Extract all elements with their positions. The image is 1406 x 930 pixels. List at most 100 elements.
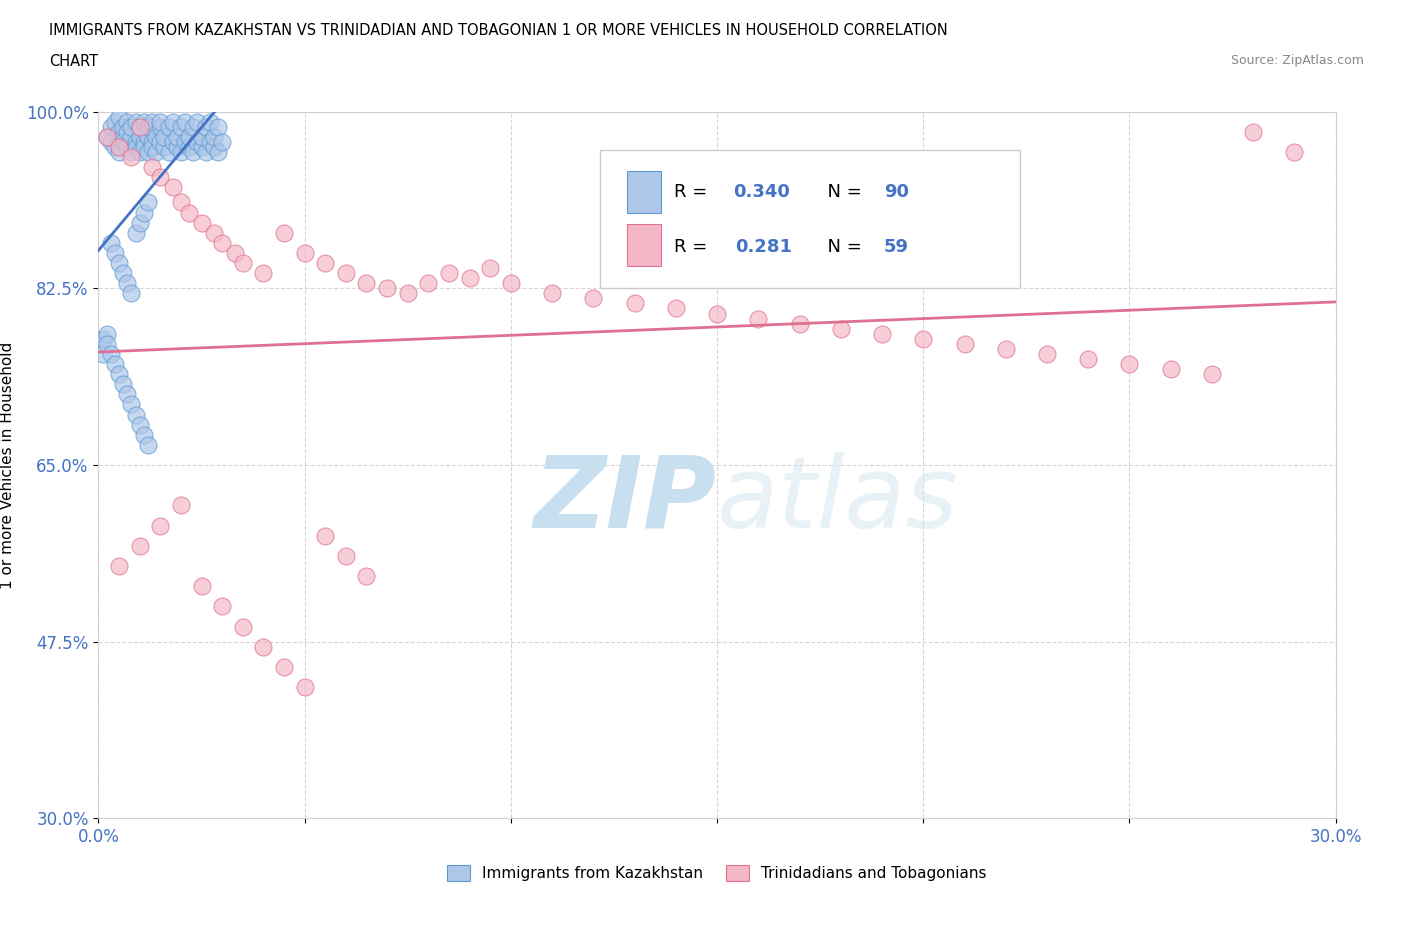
Point <box>128 538 150 553</box>
Point <box>912 331 935 346</box>
Point <box>104 114 127 129</box>
Point <box>582 291 605 306</box>
Point <box>117 114 139 129</box>
Point <box>170 144 193 159</box>
Point <box>789 316 811 331</box>
Point <box>994 341 1017 356</box>
Point <box>100 235 122 250</box>
Text: R =: R = <box>673 183 713 201</box>
Point <box>1160 362 1182 377</box>
Point <box>202 140 225 154</box>
Point <box>499 276 522 291</box>
Point <box>174 114 197 129</box>
Point <box>273 225 295 240</box>
Point <box>136 437 159 452</box>
Point <box>335 266 357 281</box>
Point <box>418 276 440 291</box>
Point <box>120 397 142 412</box>
Point <box>124 114 146 129</box>
Point <box>870 326 893 341</box>
Point <box>232 619 254 634</box>
Point <box>136 119 159 134</box>
Point <box>108 559 131 574</box>
Point <box>1201 366 1223 381</box>
Point <box>128 119 150 134</box>
Point <box>1241 125 1264 140</box>
Point <box>117 125 139 140</box>
Point <box>136 144 159 159</box>
Text: ZIP: ZIP <box>534 452 717 549</box>
Point <box>108 109 131 124</box>
Point <box>207 144 229 159</box>
Text: N =: N = <box>815 183 868 201</box>
Point <box>157 144 180 159</box>
Point <box>190 140 212 154</box>
Point <box>179 206 201 220</box>
Point <box>166 140 188 154</box>
Text: Source: ZipAtlas.com: Source: ZipAtlas.com <box>1230 54 1364 67</box>
Point <box>153 129 176 144</box>
Point <box>202 225 225 240</box>
Point <box>153 140 176 154</box>
Point <box>149 114 172 129</box>
Point <box>120 144 142 159</box>
Point <box>190 578 212 593</box>
Point <box>112 135 135 150</box>
Point <box>124 140 146 154</box>
Point <box>314 256 336 271</box>
Point <box>145 129 167 144</box>
Point <box>132 206 155 220</box>
Point <box>132 114 155 129</box>
Point <box>211 135 233 150</box>
Point <box>112 377 135 392</box>
Point <box>91 331 114 346</box>
Point <box>96 326 118 341</box>
Point <box>170 119 193 134</box>
Point <box>132 140 155 154</box>
Text: R =: R = <box>673 237 718 256</box>
Point <box>174 135 197 150</box>
Point <box>132 135 155 150</box>
Point <box>108 144 131 159</box>
Point <box>170 195 193 210</box>
Point <box>108 140 131 154</box>
Point <box>1284 144 1306 159</box>
Point <box>706 306 728 321</box>
Text: IMMIGRANTS FROM KAZAKHSTAN VS TRINIDADIAN AND TOBAGONIAN 1 OR MORE VEHICLES IN H: IMMIGRANTS FROM KAZAKHSTAN VS TRINIDADIA… <box>49 23 948 38</box>
Point <box>314 528 336 543</box>
Point <box>124 135 146 150</box>
Point <box>1118 356 1140 371</box>
Point <box>96 337 118 352</box>
Point <box>149 518 172 533</box>
Point <box>136 195 159 210</box>
Text: atlas: atlas <box>717 452 959 549</box>
Point <box>190 129 212 144</box>
Point <box>207 119 229 134</box>
Point <box>458 271 481 286</box>
Point <box>665 301 688 316</box>
Point <box>198 114 221 129</box>
Point <box>120 286 142 300</box>
Point <box>224 246 246 260</box>
Point <box>166 129 188 144</box>
Point <box>104 246 127 260</box>
Point <box>356 276 378 291</box>
Point <box>124 225 146 240</box>
Point <box>356 568 378 583</box>
Point <box>375 281 398 296</box>
Point <box>120 150 142 165</box>
Text: CHART: CHART <box>49 54 98 69</box>
Point <box>623 296 645 311</box>
Point <box>149 135 172 150</box>
Point <box>162 179 184 194</box>
Point <box>198 135 221 150</box>
Point <box>294 680 316 695</box>
Point <box>1077 352 1099 366</box>
Point <box>117 276 139 291</box>
Point <box>128 129 150 144</box>
Point <box>479 260 502 275</box>
Point <box>108 125 131 140</box>
Point <box>179 129 201 144</box>
Point <box>136 129 159 144</box>
FancyBboxPatch shape <box>627 224 661 266</box>
